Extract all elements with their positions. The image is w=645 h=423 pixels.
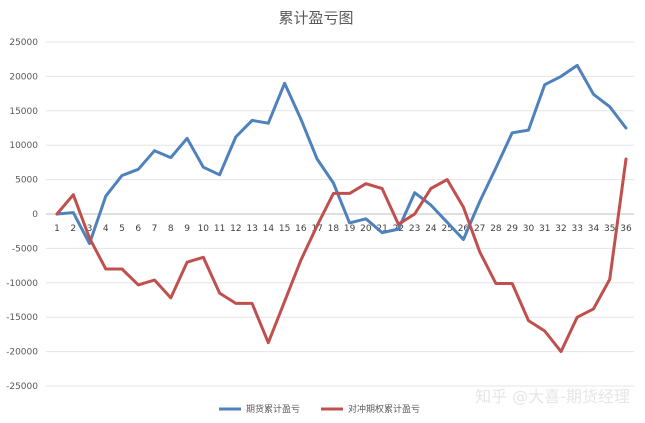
y-tick-label: 25000	[9, 38, 38, 48]
y-tick-label: 0	[32, 210, 38, 220]
y-tick-label: -5000	[12, 244, 38, 254]
x-tick-label: 3	[87, 224, 93, 234]
grid-lines	[46, 41, 634, 387]
y-tick-label: -20000	[6, 348, 38, 358]
x-tick-label: 36	[620, 224, 632, 234]
x-tick-label: 7	[152, 224, 158, 234]
x-tick-label: 4	[103, 224, 109, 234]
x-tick-label: 6	[135, 224, 141, 234]
series-line-2	[55, 157, 628, 354]
x-tick-label: 13	[246, 224, 257, 234]
chart-title: 累计盈亏图	[278, 9, 353, 27]
y-tick-label: 5000	[15, 176, 38, 186]
x-tick-label: 35	[604, 224, 615, 234]
legend-label-2: 对冲期权累计盈亏	[348, 403, 420, 415]
x-tick-label: 32	[555, 224, 566, 234]
x-tick-label: 25	[441, 224, 452, 234]
x-tick-label: 34	[588, 224, 600, 234]
series-lines	[55, 63, 628, 354]
y-tick-label: -10000	[6, 279, 38, 289]
x-tick-label: 31	[539, 224, 550, 234]
x-tick-label: 5	[119, 224, 125, 234]
y-tick-label: -15000	[6, 313, 38, 323]
x-tick-label: 28	[490, 224, 502, 234]
legend-label-1: 期货累计盈亏	[246, 403, 300, 415]
x-tick-label: 8	[168, 224, 174, 234]
x-tick-label: 15	[279, 224, 290, 234]
x-tick-label: 9	[184, 224, 190, 234]
x-tick-label: 12	[230, 224, 241, 234]
x-tick-label: 1	[54, 224, 60, 234]
series-line-1	[55, 63, 628, 246]
x-tick-label: 26	[458, 224, 470, 234]
x-tick-label: 16	[295, 224, 307, 234]
x-tick-label: 24	[425, 224, 437, 234]
y-axis: 25000 20000 15000 10000 5000 0 -5000 -10000 -150…	[6, 38, 38, 392]
x-tick-label: 18	[328, 224, 340, 234]
watermark: 知乎 @大喜-期货经理	[475, 387, 630, 406]
x-tick-label: 19	[344, 224, 356, 234]
x-axis: 1 2 3 4 5 6 7 8 9 10 11 12 13 14 15 16 17 18 19 20 21 22 23 24 2…	[54, 224, 632, 234]
legend: 期货累计盈亏 对冲期权累计盈亏	[219, 403, 420, 415]
x-tick-label: 30	[523, 224, 535, 234]
y-tick-label: 15000	[9, 107, 38, 117]
x-tick-label: 10	[198, 224, 210, 234]
x-tick-label: 29	[506, 224, 518, 234]
x-tick-label: 33	[572, 224, 583, 234]
y-tick-label: 10000	[9, 141, 38, 151]
x-tick-label: 21	[376, 224, 387, 234]
x-tick-label: 2	[70, 224, 76, 234]
y-tick-label: -25000	[6, 382, 38, 392]
x-tick-label: 27	[474, 224, 485, 234]
x-tick-label: 14	[263, 224, 275, 234]
x-tick-label: 20	[360, 224, 372, 234]
x-tick-label: 23	[409, 224, 420, 234]
x-tick-label: 11	[214, 224, 225, 234]
y-tick-label: 20000	[9, 72, 38, 82]
